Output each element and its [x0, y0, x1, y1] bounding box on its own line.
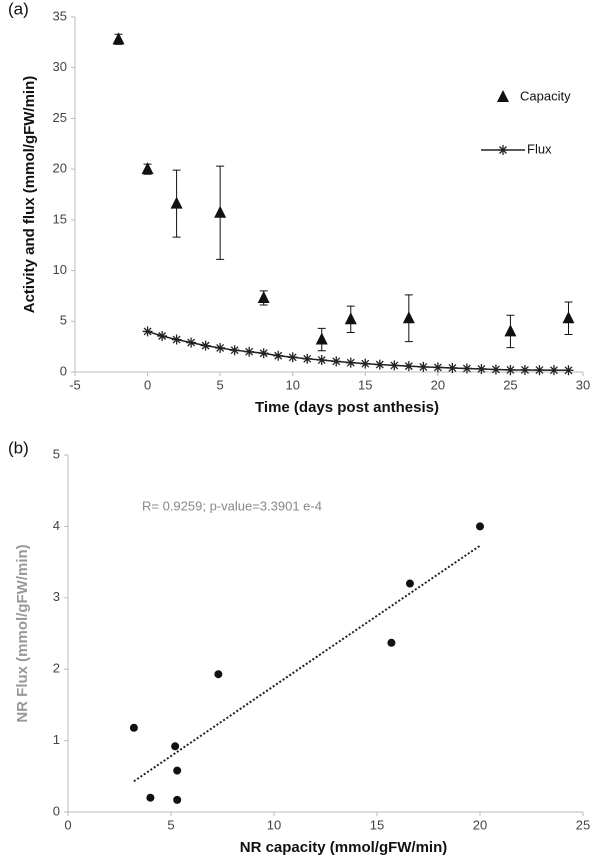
x-tick-label: 30: [576, 377, 590, 392]
triangle-marker: [214, 205, 227, 218]
triangle-marker: [497, 90, 509, 102]
x-tick-label: 5: [217, 377, 224, 392]
star-marker: [490, 364, 501, 375]
panel-label: (a): [8, 0, 29, 18]
y-axis-title: Activity and flux (mmol/gFW/min): [21, 76, 38, 314]
annotation: R= 0.9259; p-value=3.3901 e-4: [142, 498, 322, 513]
circle-marker: [171, 742, 180, 751]
triangle-marker: [315, 332, 328, 345]
x-tick-label: 15: [370, 817, 384, 832]
triangle-marker: [402, 311, 415, 324]
star-marker: [316, 355, 327, 366]
star-marker: [505, 364, 516, 375]
y-tick-label: 2: [53, 661, 60, 676]
series-line: [147, 330, 569, 372]
star-marker: [418, 361, 429, 372]
x-tick-label: 0: [64, 817, 71, 832]
triangle-marker: [344, 312, 357, 325]
triangle-marker: [562, 311, 575, 324]
triangle-marker: [112, 32, 125, 45]
y-tick-label: 15: [53, 211, 67, 226]
star-marker: [331, 356, 342, 367]
x-tick-label: -5: [69, 377, 81, 392]
star-marker: [389, 360, 400, 371]
x-tick-label: 25: [576, 817, 590, 832]
legend-label: Capacity: [520, 88, 571, 103]
star-marker: [432, 362, 443, 373]
circle-marker: [387, 638, 396, 647]
triangle-marker: [141, 162, 154, 175]
y-tick-label: 20: [53, 161, 67, 176]
star-marker: [519, 364, 530, 375]
circle-marker: [214, 670, 223, 679]
y-tick-label: 25: [53, 110, 67, 125]
star-marker: [186, 337, 197, 348]
star-marker: [142, 326, 153, 337]
x-tick-label: 25: [503, 377, 517, 392]
y-tick-label: 4: [53, 518, 60, 533]
x-axis-title: Time (days post anthesis): [255, 399, 439, 416]
x-tick-label: 5: [167, 817, 174, 832]
star-marker: [171, 334, 182, 345]
circle-marker: [173, 795, 182, 804]
circle-marker: [129, 723, 138, 732]
legend-label: Flux: [527, 141, 552, 156]
circle-marker: [405, 579, 414, 588]
y-tick-label: 30: [53, 59, 67, 74]
star-marker: [287, 352, 298, 363]
x-tick-label: 10: [285, 377, 299, 392]
star-marker: [447, 362, 458, 373]
star-marker: [157, 330, 168, 341]
star-marker: [548, 365, 559, 376]
star-marker: [229, 345, 240, 356]
x-tick-label: 0: [144, 377, 151, 392]
star-marker: [215, 342, 226, 353]
x-tick-label: 20: [431, 377, 445, 392]
x-axis-title: NR capacity (mmol/gFW/min): [240, 839, 448, 856]
y-tick-label: 3: [53, 589, 60, 604]
star-marker: [476, 363, 487, 374]
x-tick-label: 10: [267, 817, 281, 832]
triangle-marker: [170, 196, 183, 209]
star-marker: [345, 357, 356, 368]
star-marker: [302, 353, 313, 364]
trendline: [133, 544, 481, 783]
y-tick-label: 0: [60, 363, 67, 378]
y-tick-label: 5: [53, 446, 60, 461]
star-marker: [374, 359, 385, 370]
x-tick-label: 20: [473, 817, 487, 832]
y-tick-label: 0: [53, 803, 60, 818]
y-tick-label: 5: [60, 313, 67, 328]
circle-marker: [146, 793, 155, 802]
star-marker: [563, 365, 574, 376]
star-marker: [273, 350, 284, 361]
star-marker: [360, 358, 371, 369]
y-tick-label: 10: [53, 262, 67, 277]
panel-label: (b): [8, 438, 29, 457]
y-tick-label: 35: [53, 8, 67, 23]
triangle-marker: [504, 324, 517, 337]
star-marker: [200, 340, 211, 351]
star-marker: [258, 348, 269, 359]
x-tick-label: 15: [358, 377, 372, 392]
star-marker: [403, 361, 414, 372]
star-marker: [244, 346, 255, 357]
circle-marker: [476, 522, 484, 531]
star-marker: [534, 365, 545, 376]
star-marker: [498, 145, 508, 155]
star-marker: [461, 363, 472, 374]
triangle-marker: [257, 290, 270, 303]
y-axis-title: NR Flux (mmol/gFW/min): [14, 544, 31, 722]
y-tick-label: 1: [53, 732, 60, 747]
circle-marker: [173, 766, 182, 775]
